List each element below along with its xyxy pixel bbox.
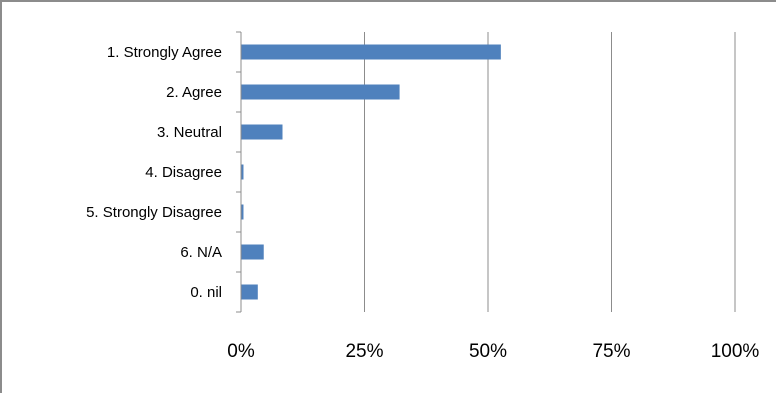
category-label: 0. nil bbox=[190, 284, 222, 301]
bar-3 bbox=[241, 124, 283, 140]
bar-7 bbox=[241, 284, 258, 300]
x-tick-label: 100% bbox=[711, 341, 760, 362]
bar-5 bbox=[241, 204, 244, 220]
category-label: 3. Neutral bbox=[157, 124, 222, 141]
category-label: 2. Agree bbox=[166, 84, 222, 101]
x-tick-labels: 0% 25% 50% 75% 100% bbox=[227, 341, 759, 362]
x-tick-label: 25% bbox=[345, 341, 383, 362]
x-tick-label: 75% bbox=[592, 341, 630, 362]
category-label: 1. Strongly Agree bbox=[107, 44, 222, 61]
x-tick-label: 0% bbox=[227, 341, 255, 362]
x-tick-label: 50% bbox=[469, 341, 507, 362]
category-label: 4. Disagree bbox=[145, 164, 222, 181]
bar-1 bbox=[241, 44, 501, 60]
category-labels: 1. Strongly Agree 2. Agree 3. Neutral 4. Di… bbox=[86, 44, 222, 301]
category-label: 5. Strongly Disagree bbox=[86, 204, 222, 221]
bar-2 bbox=[241, 84, 400, 100]
category-label: 6. N/A bbox=[180, 244, 222, 261]
grid-lines bbox=[236, 31, 736, 313]
bars bbox=[241, 44, 501, 300]
bar-4 bbox=[241, 164, 244, 180]
bar-6 bbox=[241, 244, 264, 260]
